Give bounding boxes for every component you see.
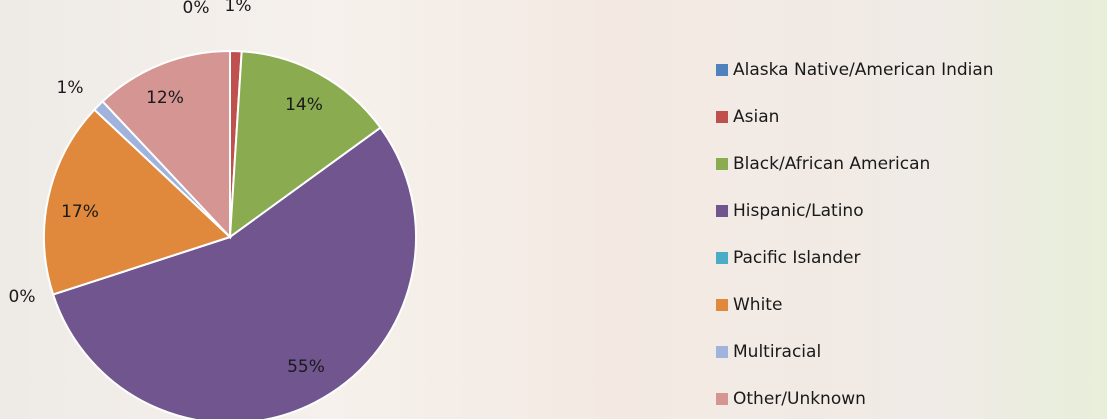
legend-label: White — [733, 295, 782, 315]
legend-swatch — [716, 346, 728, 358]
pie-slice — [43, 108, 232, 296]
legend-swatch — [716, 64, 728, 76]
legend-label: Hispanic/Latino — [733, 201, 864, 221]
data-label: 0% — [9, 287, 36, 307]
legend-label: Multiracial — [733, 342, 821, 362]
data-label: 14% — [285, 95, 323, 115]
legend-swatch — [716, 393, 728, 405]
data-label: 55% — [287, 357, 325, 377]
legend-label: Asian — [733, 107, 779, 127]
data-label: 1% — [225, 0, 252, 16]
legend-label: Pacific Islander — [733, 248, 860, 268]
legend-swatch — [716, 158, 728, 170]
pie-slice — [228, 50, 382, 240]
legend-swatch — [716, 252, 728, 264]
legend-label: Other/Unknown — [733, 389, 866, 409]
data-label: 1% — [57, 78, 84, 98]
data-label: 12% — [146, 88, 184, 108]
data-label: 0% — [183, 0, 210, 18]
legend-label: Black/African American — [733, 154, 930, 174]
legend-label: Alaska Native/American Indian — [733, 60, 994, 80]
pie-slice — [51, 126, 417, 419]
legend-swatch — [716, 299, 728, 311]
pie-slice — [101, 49, 231, 240]
legend-swatch — [716, 205, 728, 217]
legend-swatch — [716, 111, 728, 123]
data-label: 17% — [61, 202, 99, 222]
